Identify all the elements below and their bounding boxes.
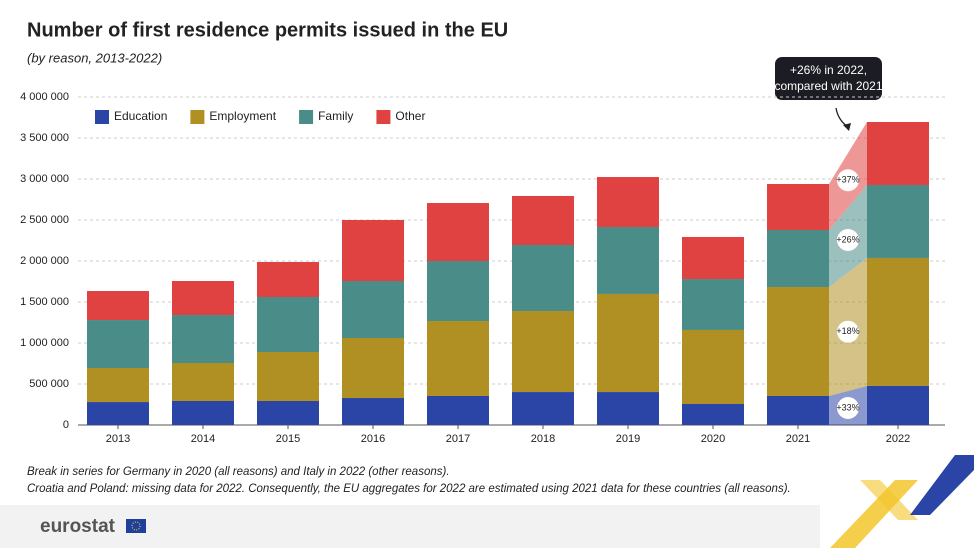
y-tick-label: 500 000 — [29, 378, 69, 390]
note: Croatia and Poland: missing data for 202… — [27, 483, 791, 495]
callout: +26% in 2022, compared with 2021 — [774, 57, 883, 131]
y-tick-label: 1 500 000 — [20, 296, 69, 308]
bar-segment — [342, 281, 404, 338]
bar-segment — [257, 400, 319, 425]
bar-segment — [172, 281, 234, 316]
bar-segment — [597, 293, 659, 393]
bar-segment — [87, 320, 149, 369]
legend-swatch — [190, 110, 205, 124]
bar-segment — [342, 220, 404, 282]
legend-swatch — [376, 110, 391, 124]
change-badge — [837, 169, 859, 192]
logo: eurostat — [40, 516, 116, 537]
y-tick-label: 1 000 000 — [20, 337, 69, 349]
x-tick-label: 2022 — [886, 433, 910, 445]
change-badge — [837, 320, 859, 343]
bar-segment — [342, 398, 404, 425]
callout-text: +26% in 2022, — [790, 63, 867, 77]
bar-segment — [257, 296, 319, 353]
legend-label: Other — [395, 109, 425, 123]
callout-text: compared with 2021 — [774, 79, 882, 93]
x-tick-label: 2019 — [616, 433, 640, 445]
bar-segment — [257, 261, 319, 297]
bar-segment — [427, 261, 489, 322]
y-tick-label: 2 000 000 — [20, 255, 69, 267]
notes: Break in series for Germany in 2020 (all… — [27, 466, 791, 495]
bar-segment — [512, 245, 574, 312]
bar-segment — [512, 392, 574, 425]
y-tick-label: 0 — [63, 419, 69, 431]
change-label: +18% — [836, 326, 859, 336]
y-tick-label: 4 000 000 — [20, 91, 69, 103]
decoration — [830, 455, 974, 548]
bar-segment — [597, 177, 659, 227]
x-tick-label: 2015 — [276, 433, 300, 445]
x-tick-label: 2013 — [106, 433, 130, 445]
bar-segment — [597, 392, 659, 425]
bar-segment — [767, 286, 829, 396]
legend-label: Family — [318, 109, 353, 123]
eu-flag — [126, 519, 146, 533]
x-tick-label: 2017 — [446, 433, 470, 445]
y-tick-label: 2 500 000 — [20, 214, 69, 226]
bar-segment — [682, 329, 744, 405]
bar-segment — [257, 352, 319, 401]
x-tick-label: 2021 — [786, 433, 810, 445]
bar-segment — [867, 385, 929, 425]
change-badge — [837, 228, 859, 251]
bar-segment — [87, 368, 149, 403]
x-tick-label: 2018 — [531, 433, 555, 445]
bar-segment — [767, 230, 829, 287]
legend-label: Education — [114, 109, 167, 123]
change-badge — [837, 396, 859, 419]
bar-segment — [87, 291, 149, 321]
legend-swatch — [95, 110, 109, 124]
x-tick-label: 2016 — [361, 433, 385, 445]
bar-segment — [427, 395, 489, 425]
bar-segment — [682, 279, 744, 330]
bar-segment — [427, 321, 489, 396]
bar-segment — [427, 203, 489, 261]
eu-stars — [131, 521, 141, 531]
bar-segment — [767, 184, 829, 231]
bar-segment — [867, 184, 929, 258]
legend-label: Employment — [209, 109, 276, 123]
bar-segment — [172, 363, 234, 401]
bar-segment — [867, 257, 929, 386]
bar-segment — [767, 395, 829, 425]
y-tick-label: 3 000 000 — [20, 173, 69, 185]
footer-band — [0, 505, 820, 548]
bar-segment — [342, 337, 404, 399]
bar-segment — [172, 400, 234, 425]
bar-segment — [512, 311, 574, 393]
callout-arrowhead — [843, 123, 851, 131]
bar-segment — [172, 315, 234, 364]
x-tick-label: 2020 — [701, 433, 725, 445]
note: Break in series for Germany in 2020 (all… — [27, 466, 450, 478]
change-label: +33% — [836, 402, 859, 412]
x-tick-label: 2014 — [191, 433, 215, 445]
callout-arrow — [835, 107, 849, 128]
y-tick-label: 3 500 000 — [20, 132, 69, 144]
bar-segment — [512, 195, 574, 246]
chart-subtitle: (by reason, 2013-2022) — [27, 50, 162, 65]
legend-swatch — [299, 110, 314, 124]
change-label: +37% — [836, 175, 859, 185]
deco-chevron — [910, 455, 974, 515]
bar-segment — [597, 226, 659, 294]
change-label: +26% — [836, 234, 859, 244]
deco-chevron — [860, 480, 918, 520]
bar-segment — [682, 404, 744, 425]
callout-box — [775, 57, 882, 100]
bar-segment — [682, 236, 744, 280]
chart-title: Number of first residence permits issued… — [27, 19, 508, 41]
bar-segment — [867, 122, 929, 185]
bar-segment — [87, 402, 149, 425]
